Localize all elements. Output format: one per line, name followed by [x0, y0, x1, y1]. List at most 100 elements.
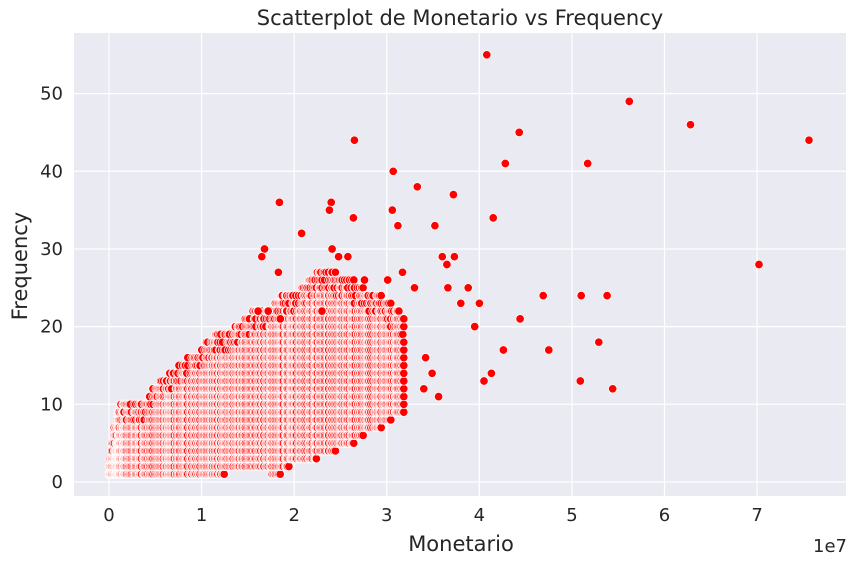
data-point	[419, 384, 429, 394]
data-point	[376, 423, 386, 433]
data-point	[754, 259, 764, 270]
data-point	[594, 337, 604, 347]
y-tick-label: 10	[40, 394, 63, 415]
x-tick-label: 1	[196, 505, 207, 526]
data-point	[399, 407, 409, 417]
data-point	[463, 283, 473, 293]
y-tick-label: 30	[40, 239, 63, 260]
data-point	[500, 158, 510, 169]
data-point	[257, 252, 267, 262]
data-point	[399, 337, 409, 347]
data-point	[538, 291, 548, 301]
x-tick-label: 7	[751, 505, 762, 526]
data-point	[544, 345, 554, 355]
x-tick-label: 0	[103, 505, 114, 526]
data-point	[284, 461, 294, 472]
data-point	[253, 306, 263, 316]
chart-title: Scatterplot de Monetario vs Frequency	[257, 6, 663, 30]
data-point	[393, 221, 403, 231]
data-point	[394, 306, 404, 316]
data-point	[412, 182, 422, 192]
data-point	[311, 454, 321, 464]
data-point	[443, 283, 453, 293]
data-point	[330, 446, 340, 456]
data-point	[456, 298, 466, 308]
y-tick-label: 20	[40, 317, 63, 338]
data-point	[430, 221, 440, 231]
data-point	[448, 190, 458, 200]
data-point	[576, 291, 586, 301]
data-point	[514, 127, 524, 137]
data-point	[273, 267, 283, 277]
data-point	[399, 353, 409, 363]
data-point	[434, 392, 444, 402]
data-point	[474, 298, 484, 308]
data-point	[804, 135, 814, 145]
data-point	[399, 392, 409, 402]
data-point	[583, 158, 593, 169]
data-point	[575, 376, 585, 386]
data-point	[343, 252, 353, 262]
data-point	[398, 329, 408, 339]
data-point	[427, 368, 437, 378]
data-point	[399, 314, 409, 324]
data-point	[399, 322, 409, 332]
data-point	[624, 96, 634, 106]
data-point	[602, 291, 612, 301]
x-axis-offset-label: 1e7	[813, 536, 847, 557]
y-axis-label: Frequency	[8, 212, 32, 321]
data-point	[317, 306, 327, 316]
data-point	[219, 469, 229, 479]
data-point	[399, 399, 409, 409]
data-points	[103, 50, 814, 479]
data-point	[486, 368, 496, 378]
x-tick-label: 3	[381, 505, 392, 526]
data-point	[397, 267, 408, 277]
data-point	[376, 291, 386, 301]
x-tick-label: 6	[659, 505, 670, 526]
y-tick-label: 50	[40, 84, 63, 105]
data-point	[348, 213, 358, 223]
data-point	[386, 415, 396, 425]
data-point	[399, 376, 409, 386]
y-tick-label: 40	[40, 161, 63, 182]
data-point	[449, 252, 459, 262]
data-point	[358, 430, 368, 440]
data-point	[326, 197, 336, 207]
data-point	[263, 306, 273, 316]
data-point	[349, 135, 359, 145]
data-point	[399, 360, 409, 371]
data-point	[399, 345, 409, 355]
x-tick-label: 4	[474, 505, 485, 526]
data-point	[324, 205, 334, 215]
data-point	[330, 267, 340, 277]
data-point	[399, 384, 409, 394]
data-point	[349, 275, 359, 285]
data-point	[685, 120, 696, 130]
data-point	[515, 314, 525, 324]
data-point	[297, 228, 307, 238]
data-point	[437, 252, 447, 262]
data-point	[275, 469, 285, 479]
data-point	[442, 259, 452, 270]
data-point	[275, 314, 285, 324]
data-point	[387, 205, 397, 215]
data-point	[386, 298, 396, 308]
data-point	[488, 213, 498, 223]
data-point	[349, 438, 359, 448]
data-point	[470, 322, 480, 332]
data-point	[479, 376, 489, 386]
data-point	[482, 50, 492, 60]
data-point	[334, 252, 344, 262]
data-point	[327, 244, 337, 254]
x-tick-label: 2	[288, 505, 299, 526]
data-point	[399, 368, 409, 378]
x-axis-label: Monetario	[408, 532, 514, 556]
data-point	[421, 353, 431, 363]
data-point	[358, 283, 368, 293]
y-tick-label: 0	[52, 472, 63, 493]
data-point	[608, 384, 618, 394]
data-point	[359, 275, 370, 285]
data-point	[274, 197, 284, 207]
